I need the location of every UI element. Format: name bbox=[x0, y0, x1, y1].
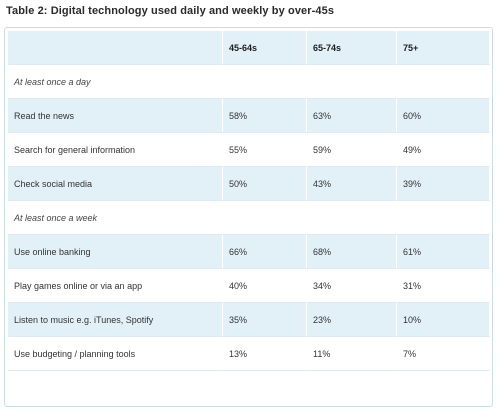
table-row: Use budgeting / planning tools 13% 11% 7… bbox=[8, 337, 490, 371]
table-row: Read the news 58% 63% 60% bbox=[8, 99, 490, 133]
table-cell: 59% bbox=[307, 133, 397, 167]
row-label: Play games online or via an app bbox=[8, 269, 223, 303]
table-cell bbox=[223, 65, 307, 99]
table-cell: 13% bbox=[223, 337, 307, 371]
table-cell: 55% bbox=[223, 133, 307, 167]
table-cell: 61% bbox=[397, 235, 490, 269]
table-cell: 66% bbox=[223, 235, 307, 269]
table-row: At least once a week bbox=[8, 201, 490, 235]
row-label: Listen to music e.g. iTunes, Spotify bbox=[8, 303, 223, 337]
table-cell: 63% bbox=[307, 99, 397, 133]
table-cell: 10% bbox=[397, 303, 490, 337]
table-cell: 40% bbox=[223, 269, 307, 303]
table-cell: 39% bbox=[397, 167, 490, 201]
table-row: Play games online or via an app 40% 34% … bbox=[8, 269, 490, 303]
table-cell: 11% bbox=[307, 337, 397, 371]
header-cell-label bbox=[8, 31, 223, 65]
header-cell-65-74s: 65-74s bbox=[307, 31, 397, 65]
table-row: Search for general information 55% 59% 4… bbox=[8, 133, 490, 167]
table-row: Use online banking 66% 68% 61% bbox=[8, 235, 490, 269]
table-caption: Table 2: Digital technology used daily a… bbox=[6, 5, 335, 17]
table-cell bbox=[397, 201, 490, 235]
row-label: Search for general information bbox=[8, 133, 223, 167]
row-label: Check social media bbox=[8, 167, 223, 201]
row-label: Use online banking bbox=[8, 235, 223, 269]
table-cell: 50% bbox=[223, 167, 307, 201]
table-cell bbox=[223, 201, 307, 235]
row-label: Use budgeting / planning tools bbox=[8, 337, 223, 371]
table-cell: 68% bbox=[307, 235, 397, 269]
header-row: 45-64s 65-74s 75+ bbox=[8, 31, 490, 65]
table-cell: 7% bbox=[397, 337, 490, 371]
table-cell bbox=[397, 65, 490, 99]
header-cell-45-64s: 45-64s bbox=[223, 31, 307, 65]
table-cell: 23% bbox=[307, 303, 397, 337]
table-cell: 49% bbox=[397, 133, 490, 167]
table-row: At least once a day bbox=[8, 65, 490, 99]
table-row: Listen to music e.g. iTunes, Spotify 35%… bbox=[8, 303, 490, 337]
table-cell: 35% bbox=[223, 303, 307, 337]
data-table-frame: 45-64s 65-74s 75+ At least once a day Re… bbox=[4, 27, 493, 407]
table-cell bbox=[307, 65, 397, 99]
section-label: At least once a day bbox=[8, 65, 223, 99]
table-cell: 60% bbox=[397, 99, 490, 133]
table-cell bbox=[307, 201, 397, 235]
data-table: 45-64s 65-74s 75+ At least once a day Re… bbox=[8, 31, 490, 371]
table-cell: 34% bbox=[307, 269, 397, 303]
table-cell: 31% bbox=[397, 269, 490, 303]
row-label: Read the news bbox=[8, 99, 223, 133]
table-cell: 43% bbox=[307, 167, 397, 201]
header-cell-75-plus: 75+ bbox=[397, 31, 490, 65]
table-row: Check social media 50% 43% 39% bbox=[8, 167, 490, 201]
table-cell: 58% bbox=[223, 99, 307, 133]
section-label: At least once a week bbox=[8, 201, 223, 235]
